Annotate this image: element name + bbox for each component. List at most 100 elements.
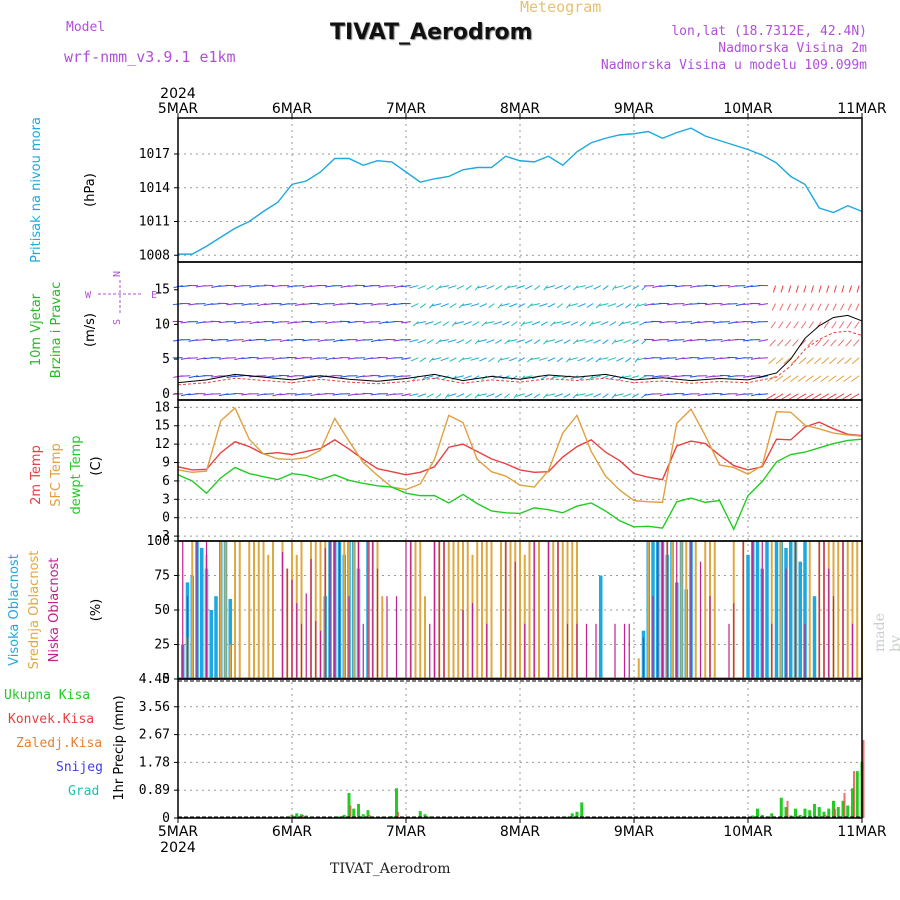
- low-cloud-bar: [595, 623, 597, 679]
- high-cloud-bar: [774, 541, 779, 679]
- mid-cloud-bar: [538, 541, 540, 679]
- mid-cloud-bar: [414, 541, 417, 679]
- footer-station: TIVAT_Aerodrom: [330, 861, 451, 877]
- high-cloud-bar: [789, 541, 793, 679]
- low-cloud-bar: [642, 637, 645, 679]
- compass-n: N: [112, 271, 123, 277]
- low-cloud-bar: [690, 541, 692, 679]
- precip-bars: [290, 739, 865, 818]
- top-tick-label: 11MAR: [837, 101, 886, 117]
- low-cloud-bar: [471, 603, 474, 679]
- temp-tick-label: 3: [162, 492, 170, 507]
- cloud-tick-label: 50: [154, 603, 170, 618]
- wind-ylabel: (m/s): [83, 313, 98, 347]
- total-precip-bar: [798, 814, 802, 818]
- pressure-title: Pritisak na nivou mora: [29, 117, 44, 263]
- low-cloud-bar: [771, 623, 773, 679]
- high-cloud-bar: [214, 596, 218, 679]
- compass-w: W: [85, 290, 92, 301]
- mid-cloud-bar: [272, 541, 274, 679]
- conv-precip-bar: [853, 771, 855, 818]
- high-cloud-bar: [755, 541, 760, 679]
- low-cloud-bar: [324, 547, 326, 679]
- mid-cloud-bar: [780, 541, 783, 679]
- low-cloud-bar: [186, 596, 189, 679]
- bottom-tick-label: 11MAR: [837, 824, 886, 840]
- low-cloud-bar: [657, 541, 659, 679]
- low-cloud-bar: [728, 623, 730, 679]
- low-cloud-bar: [823, 541, 825, 679]
- mid-cloud-bar: [694, 541, 697, 679]
- bottom-tick-label: 5MAR: [158, 824, 199, 840]
- total-precip-bar: [366, 810, 370, 818]
- total-precip-bar: [300, 814, 303, 818]
- total-precip-bar: [851, 788, 854, 818]
- wind-tick-label: 10: [154, 317, 170, 332]
- pressure-tick-label: 1008: [139, 248, 170, 263]
- low-cloud-bar: [666, 541, 668, 679]
- low-cloud-bar: [462, 610, 464, 679]
- altitude-label: Nadmorska Visina 2m: [718, 41, 867, 56]
- mid-cloud-bar: [466, 541, 469, 679]
- mid-cloud-bar: [490, 541, 493, 679]
- precip-tick-label: 2.67: [139, 728, 170, 743]
- bottom-tick-label: 7MAR: [386, 824, 427, 840]
- mid-cloud-bar: [576, 541, 578, 679]
- low-cloud-bar: [709, 596, 711, 679]
- mid-cloud-bar: [561, 541, 564, 679]
- high-cloud-bar: [798, 561, 802, 679]
- temp2m-line: [177, 421, 863, 481]
- low-cloud-bar: [386, 596, 388, 679]
- total-precip-bar: [428, 816, 432, 818]
- total-precip-bar: [395, 788, 398, 818]
- total-precip-bar: [808, 810, 812, 818]
- mid-cloud-bar: [253, 541, 255, 679]
- low-cloud-bar: [576, 623, 578, 679]
- mid-cloud-bar: [647, 541, 650, 679]
- mid-cloud-bar: [680, 541, 683, 679]
- mid-cloud-bar: [319, 541, 322, 679]
- wind-speed-line: [177, 314, 863, 384]
- low-cloud-bar: [319, 630, 322, 679]
- low-cloud-bar: [286, 568, 288, 679]
- low-cloud-bar: [818, 541, 820, 679]
- pressure-tick-label: 1017: [139, 147, 170, 162]
- mid-cloud-bar: [846, 541, 849, 679]
- top-tick-label: 10MAR: [723, 101, 772, 117]
- total-precip-bar: [779, 797, 783, 818]
- wind-subtitle: Brzina i Pravac: [49, 282, 64, 379]
- temp-tick-label: 0: [162, 511, 170, 526]
- low-cloud-bar: [733, 603, 735, 679]
- low-cloud-bar: [296, 603, 298, 679]
- mid-cloud-bar: [234, 541, 236, 679]
- total-precip-bar: [418, 811, 422, 818]
- mid-cloud-bar: [671, 541, 673, 679]
- total-precip-bar: [770, 813, 774, 818]
- low-cloud-bar: [196, 541, 198, 679]
- low-cloud-bar: [505, 541, 507, 679]
- top-year-label: 2024: [160, 86, 196, 102]
- sfc-temp-title: SFC Temp: [49, 443, 64, 507]
- low-cloud-bar: [699, 561, 702, 679]
- low-cloud-bar: [329, 541, 331, 679]
- low-cloud-bar: [205, 541, 208, 679]
- frozen-precip-title: Zaledj.Kisa: [16, 736, 102, 751]
- total-precip-bar: [423, 814, 427, 818]
- total-precip-bar: [575, 811, 579, 818]
- temp-tick-label: -3: [154, 529, 170, 544]
- low-cloud-bar: [315, 621, 317, 679]
- conv-precip-bar: [302, 814, 304, 818]
- mid-cloud-bar: [229, 644, 232, 679]
- high-cloud-title: Visoka Oblacnost: [7, 554, 22, 666]
- total-precip-title: Ukupna Kisa: [4, 688, 90, 703]
- total-precip-bar: [751, 815, 755, 818]
- low-cloud-bar: [628, 623, 630, 679]
- mid-cloud-bar: [528, 541, 531, 679]
- wind-tick-label: 5: [162, 352, 170, 367]
- total-precip-bar: [342, 814, 346, 818]
- mid-cloud-bar: [238, 541, 241, 679]
- low-cloud-bar: [334, 541, 336, 679]
- meteogram-label: Meteogram: [520, 0, 602, 16]
- low-cloud-bar: [281, 552, 284, 679]
- mid-cloud-bar: [851, 541, 854, 679]
